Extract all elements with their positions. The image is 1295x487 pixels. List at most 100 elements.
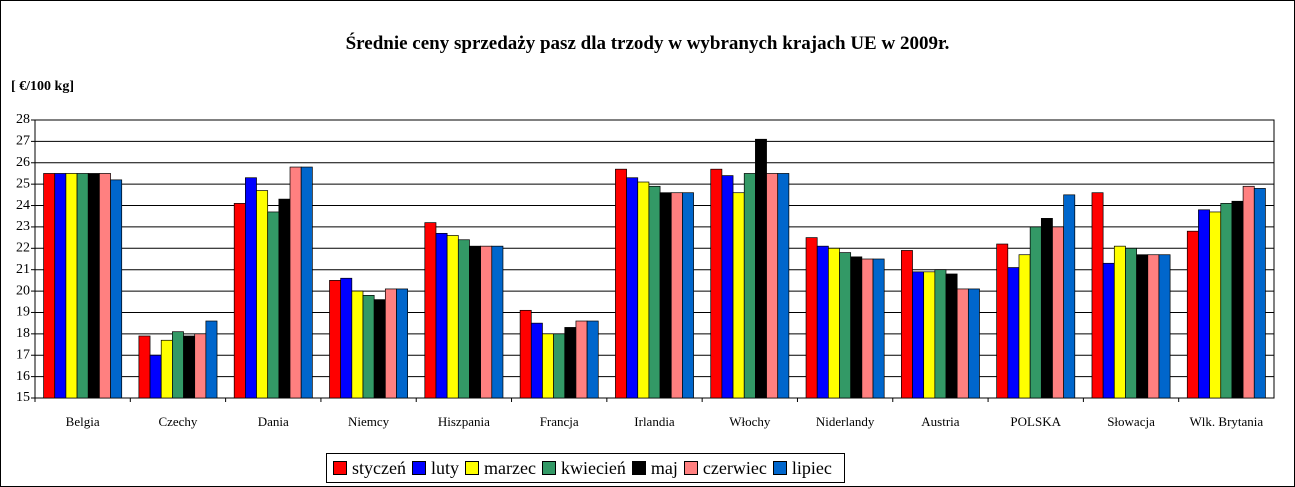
chart-title: Średnie ceny sprzedaży pasz dla trzody w… xyxy=(345,33,950,54)
legend-swatch xyxy=(411,461,426,475)
bar xyxy=(626,177,639,399)
bar xyxy=(670,192,683,399)
bar xyxy=(194,333,207,399)
y-tick-label: 20 xyxy=(16,283,30,298)
legend-item: maj xyxy=(631,457,678,479)
y-tick-label: 24 xyxy=(16,198,30,213)
bar xyxy=(99,173,111,399)
legend-item: lipiec xyxy=(772,457,832,479)
bar xyxy=(743,173,756,399)
legend-swatch xyxy=(631,461,646,475)
bar xyxy=(1113,245,1126,399)
bar xyxy=(87,173,100,399)
bar xyxy=(542,333,554,399)
bar xyxy=(149,354,162,399)
y-tick-label: 23 xyxy=(16,219,30,234)
bar xyxy=(828,247,840,399)
legend-item: luty xyxy=(411,457,459,479)
x-tick-label: Czechy xyxy=(158,414,198,429)
bar xyxy=(1242,185,1255,399)
bar xyxy=(110,179,123,399)
bar xyxy=(435,232,448,399)
legend-item: styczeń xyxy=(333,457,406,479)
bar xyxy=(172,331,184,399)
bar xyxy=(396,288,409,399)
bar xyxy=(267,211,280,399)
bar xyxy=(923,271,936,399)
bar xyxy=(457,239,470,399)
legend-label: maj xyxy=(650,458,678,478)
bar xyxy=(553,333,566,399)
bar xyxy=(65,173,78,399)
legend-swatch xyxy=(541,461,556,475)
legend-label: lipiec xyxy=(791,458,832,478)
bar xyxy=(183,335,196,399)
bar xyxy=(956,288,969,399)
legend-item: czerwiec xyxy=(683,457,767,479)
bar xyxy=(850,256,863,399)
x-tick-label: Irlandia xyxy=(634,414,675,429)
bar xyxy=(138,335,151,399)
bar xyxy=(777,173,790,399)
bar xyxy=(289,166,302,399)
bar xyxy=(469,245,481,399)
bar xyxy=(519,309,532,399)
legend-swatch xyxy=(772,461,787,475)
x-tick-label: Wlk. Brytania xyxy=(1189,414,1264,429)
bar xyxy=(1231,200,1244,399)
bar xyxy=(43,173,56,399)
bar xyxy=(1091,192,1104,399)
y-tick-label: 22 xyxy=(16,241,30,256)
bar xyxy=(575,320,588,399)
bar xyxy=(1007,267,1020,399)
x-tick-label: Niemcy xyxy=(347,414,390,429)
legend-item: kwiecień xyxy=(541,457,626,479)
bar xyxy=(755,138,767,399)
bar xyxy=(721,175,734,399)
bar xyxy=(351,290,364,399)
bar xyxy=(659,192,672,399)
bar xyxy=(816,245,829,399)
x-tick-label: Austria xyxy=(921,414,960,429)
y-tick-label: 15 xyxy=(16,390,30,405)
bar xyxy=(934,269,947,399)
y-axis-label: [ €/100 kg] xyxy=(11,79,74,94)
legend-label: kwiecień xyxy=(560,458,626,478)
x-tick-label: Francja xyxy=(539,414,579,429)
legend-label: styczeń xyxy=(352,458,406,478)
bar xyxy=(278,198,291,399)
legend-label: marzec xyxy=(484,458,536,478)
x-tick-label: Słowacja xyxy=(1107,414,1155,429)
bar xyxy=(233,203,246,399)
legend-swatch xyxy=(683,461,698,475)
bar xyxy=(1220,203,1233,399)
legend-label: czerwiec xyxy=(702,458,767,478)
bar xyxy=(76,173,89,399)
y-tick-label: 18 xyxy=(16,326,30,341)
bar xyxy=(615,168,627,399)
bar xyxy=(480,245,493,399)
bar xyxy=(362,295,375,399)
bar xyxy=(900,250,913,399)
bar xyxy=(648,185,661,399)
x-tick-label: Niderlandy xyxy=(815,414,875,429)
y-tick-label: 27 xyxy=(16,134,30,149)
bar xyxy=(1209,211,1222,399)
bar xyxy=(967,288,980,399)
bar xyxy=(1198,209,1210,399)
y-tick-label: 25 xyxy=(16,176,30,191)
y-tick-label: 19 xyxy=(16,305,30,320)
y-tick-label: 16 xyxy=(16,369,30,384)
bar xyxy=(945,273,958,399)
bar xyxy=(637,181,650,399)
bar xyxy=(329,280,342,399)
bar xyxy=(1018,254,1031,399)
bar xyxy=(373,299,386,399)
bar xyxy=(446,235,459,399)
bar xyxy=(805,237,818,399)
bar xyxy=(1125,247,1137,399)
x-tick-label: Hiszpania xyxy=(437,414,490,429)
bar xyxy=(861,258,874,399)
y-tick-label: 28 xyxy=(16,112,30,127)
